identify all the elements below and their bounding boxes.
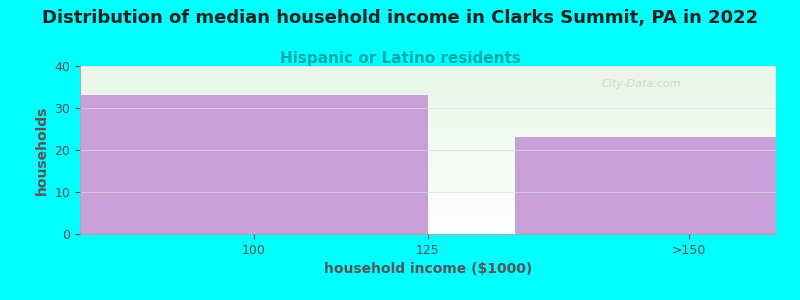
Bar	[80, 95, 428, 234]
Bar	[515, 137, 776, 234]
Text: Distribution of median household income in Clarks Summit, PA in 2022: Distribution of median household income …	[42, 9, 758, 27]
Y-axis label: households: households	[35, 105, 49, 195]
Text: City-Data.com: City-Data.com	[602, 80, 682, 89]
Text: Hispanic or Latino residents: Hispanic or Latino residents	[279, 51, 521, 66]
X-axis label: household income ($1000): household income ($1000)	[324, 262, 532, 276]
